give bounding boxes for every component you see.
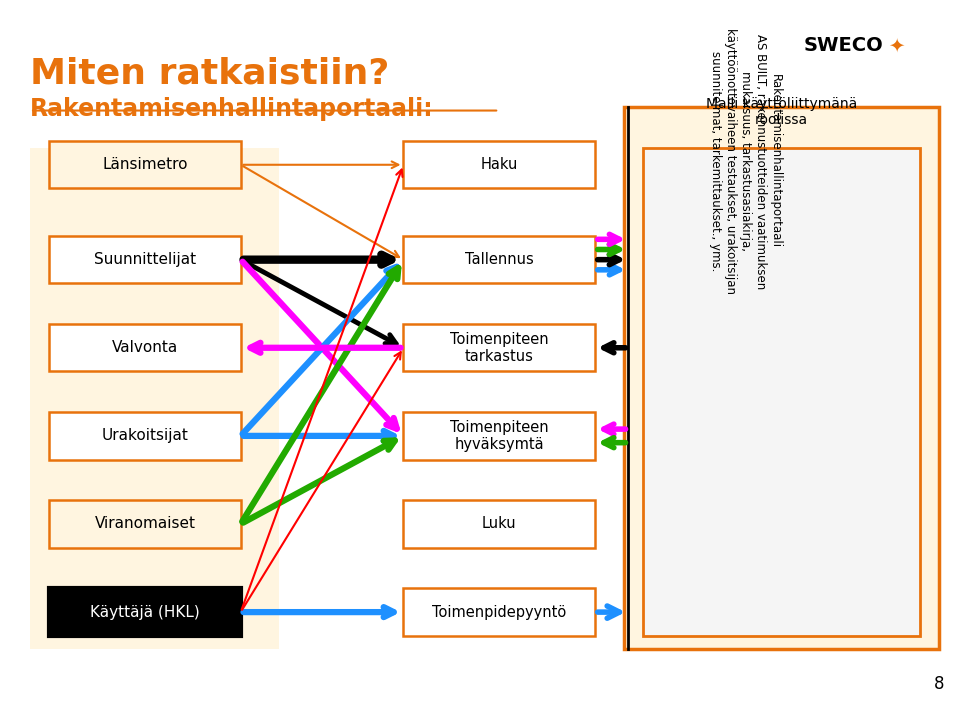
FancyBboxPatch shape: [49, 141, 241, 188]
FancyBboxPatch shape: [643, 148, 921, 636]
FancyBboxPatch shape: [403, 324, 595, 372]
Text: Länsimetro: Länsimetro: [102, 157, 188, 172]
Text: 8: 8: [934, 675, 945, 694]
Text: Valvonta: Valvonta: [112, 341, 179, 355]
Text: Käyttäjä (HKL): Käyttäjä (HKL): [90, 605, 200, 620]
Text: Rakentamisenhallintaportaali
AS BUILT, rakennustuotteiden vaatimuksen
mukaisuus,: Rakentamisenhallintaportaali AS BUILT, r…: [708, 28, 781, 295]
FancyBboxPatch shape: [49, 501, 241, 548]
Text: Haku: Haku: [480, 157, 517, 172]
FancyBboxPatch shape: [49, 589, 241, 636]
Text: Luku: Luku: [482, 517, 516, 532]
Text: Suunnittelijat: Suunnittelijat: [94, 252, 196, 267]
FancyBboxPatch shape: [403, 141, 595, 188]
Text: ✦: ✦: [888, 36, 904, 55]
Text: Miten ratkaistiin?: Miten ratkaistiin?: [30, 56, 390, 90]
FancyBboxPatch shape: [624, 107, 940, 649]
Text: Tallennus: Tallennus: [465, 252, 534, 267]
Text: Viranomaiset: Viranomaiset: [94, 517, 196, 532]
Text: Toimenpiteen
hyväksymtä: Toimenpiteen hyväksymtä: [450, 419, 548, 452]
FancyBboxPatch shape: [49, 236, 241, 283]
Text: Urakoitsijat: Urakoitsijat: [102, 429, 188, 443]
Text: Toimenpiteen
tarkastus: Toimenpiteen tarkastus: [450, 331, 548, 364]
FancyBboxPatch shape: [403, 236, 595, 283]
Text: Rakentamisenhallintaportaali:: Rakentamisenhallintaportaali:: [30, 97, 434, 121]
FancyBboxPatch shape: [403, 501, 595, 548]
FancyBboxPatch shape: [30, 148, 279, 649]
FancyBboxPatch shape: [403, 412, 595, 460]
FancyBboxPatch shape: [403, 589, 595, 636]
FancyBboxPatch shape: [49, 324, 241, 372]
Text: Toimenpidepyyntö: Toimenpidepyyntö: [432, 605, 566, 620]
FancyBboxPatch shape: [49, 412, 241, 460]
Text: SWECO: SWECO: [804, 36, 883, 55]
Text: Malli käyttöliittymänä
roolissa: Malli käyttöliittymänä roolissa: [706, 97, 857, 127]
